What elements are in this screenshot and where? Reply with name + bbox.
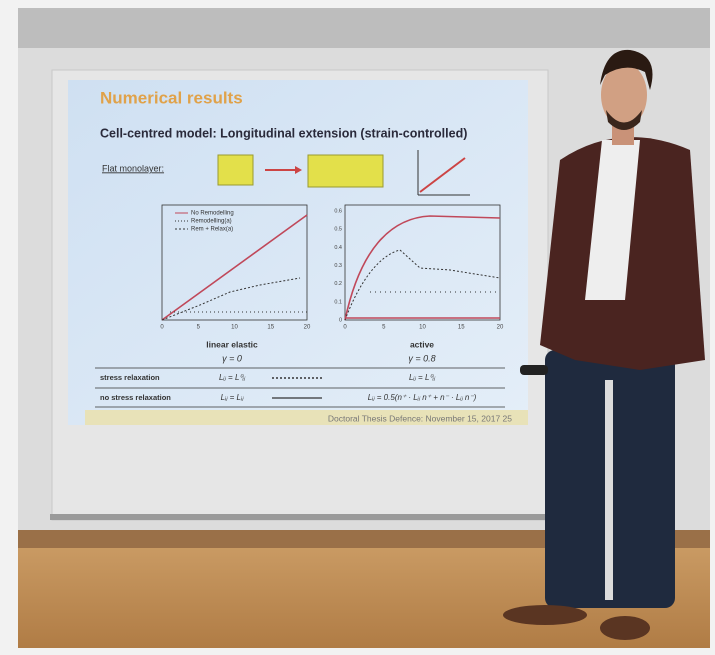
monolayer-label: Flat monolayer:: [102, 163, 164, 173]
y-tick-label: 0.1: [334, 299, 342, 305]
x-tick-label: 20: [497, 325, 504, 331]
y-tick-label: 0.3: [334, 263, 342, 269]
x-tick-label: 15: [458, 325, 465, 331]
gamma-label: γ = 0: [222, 353, 242, 363]
slide-title: Numerical results: [100, 88, 243, 107]
cell-grid: [218, 155, 253, 185]
formula: Lᵢⱼ = L⁰ᵢⱼ: [219, 373, 246, 382]
legend-entry: Remodelling(a): [191, 219, 232, 225]
y-tick-label: 0.6: [334, 208, 342, 214]
x-tick-label: 10: [231, 325, 238, 331]
y-tick-label: 0.4: [334, 245, 342, 251]
gamma-label: γ = 0.8: [408, 353, 435, 363]
y-tick-label: 0.5: [334, 227, 342, 233]
clicker: [520, 365, 548, 375]
photo: Numerical results Cell-centred model: Lo…: [0, 0, 715, 655]
row-label: no stress relaxation: [100, 393, 171, 402]
plot-label: linear elastic: [206, 339, 258, 349]
shoe: [503, 605, 587, 625]
leg-gap: [605, 380, 613, 600]
x-tick-label: 10: [419, 325, 426, 331]
slide-subtitle: Cell-centred model: Longitudinal extensi…: [100, 126, 467, 140]
x-tick-label: 20: [304, 325, 311, 331]
screen-bar: [50, 514, 550, 520]
y-tick-label: 0.2: [334, 281, 342, 287]
slide-footer: Doctoral Thesis Defence: November 15, 20…: [328, 413, 512, 423]
formula: Lᵢⱼ = Lᵢⱼ: [221, 393, 244, 402]
y-tick-label: 0: [339, 317, 342, 323]
plot-label: active: [410, 339, 434, 349]
shoe: [600, 616, 650, 640]
legend-entry: No Remodelling: [191, 211, 234, 217]
x-tick-label: 15: [267, 325, 274, 331]
formula: Lᵢⱼ = L⁰ᵢⱼ: [409, 373, 436, 382]
row-label: stress relaxation: [100, 373, 160, 382]
formula: Lᵢⱼ = 0.5(n⁺ · Lᵢⱼ n⁺ + n⁻ · Lᵢⱼ n⁻): [368, 393, 477, 402]
cell-grid-stretched: [308, 155, 383, 187]
ceiling-beam: [18, 8, 710, 48]
legend-entry: Rem + Relax(a): [191, 227, 233, 233]
